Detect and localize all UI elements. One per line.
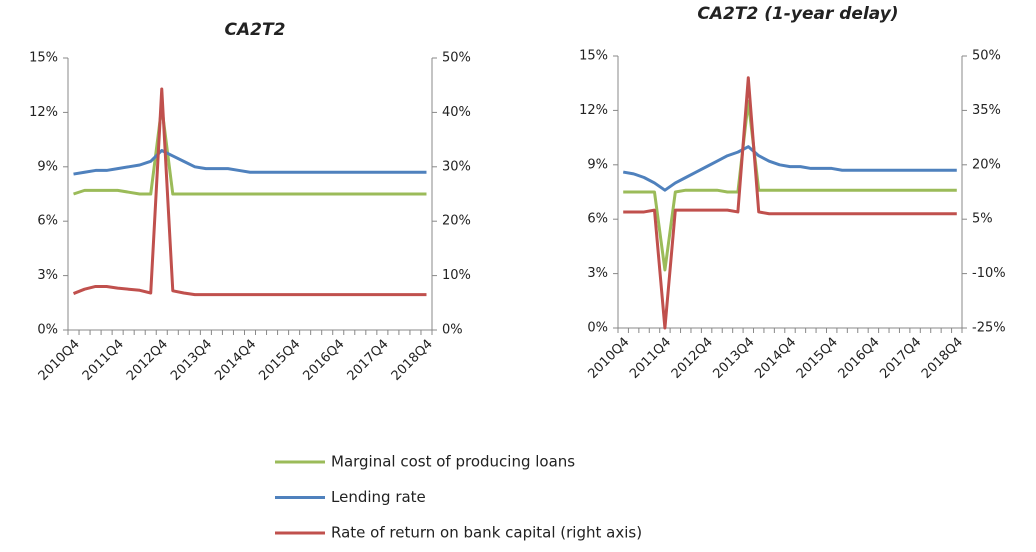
y2-tick-label: 20% xyxy=(442,214,471,229)
y-tick-label: 9% xyxy=(587,157,608,172)
series-line xyxy=(72,87,427,297)
y-tick-label: 3% xyxy=(587,266,608,281)
y2-tick-label: 10% xyxy=(442,268,471,283)
x-tick-label: 2014Q4 xyxy=(752,335,799,382)
y2-tick-label: 50% xyxy=(972,49,1001,64)
y2-tick-label: 0% xyxy=(442,323,463,338)
x-tick-label: 2010Q4 xyxy=(36,337,83,384)
y2-tick-label: -25% xyxy=(972,321,1006,336)
y-tick-label: 0% xyxy=(587,321,608,336)
series-line xyxy=(73,105,427,196)
x-tick-label: 2017Q4 xyxy=(877,335,924,382)
y-tick-label: 6% xyxy=(37,214,58,229)
x-tick-label: 2013Q4 xyxy=(168,337,215,384)
y-tick-label: 12% xyxy=(579,103,608,118)
y-tick-label: 6% xyxy=(587,212,608,227)
x-tick-label: 2011Q4 xyxy=(80,337,127,384)
chart-title: CA2T2 xyxy=(225,20,286,40)
y2-tick-label: 35% xyxy=(972,103,1001,118)
y-tick-label: 15% xyxy=(579,49,608,64)
x-tick-label: 2012Q4 xyxy=(669,335,716,382)
x-tick-label: 2018Q4 xyxy=(389,337,436,384)
x-tick-label: 2016Q4 xyxy=(300,337,347,384)
x-tick-label: 2014Q4 xyxy=(212,337,259,384)
y2-tick-label: 40% xyxy=(442,105,471,120)
series-line xyxy=(622,145,957,192)
y2-tick-label: 20% xyxy=(972,157,1001,172)
series-line xyxy=(623,99,957,272)
x-tick-label: 2011Q4 xyxy=(627,335,674,382)
y-tick-label: 15% xyxy=(29,51,58,66)
y2-tick-label: -10% xyxy=(972,266,1006,281)
y-tick-label: 3% xyxy=(37,268,58,283)
series-line xyxy=(73,148,427,176)
legend-label: Lending rate xyxy=(331,488,426,506)
x-tick-label: 2015Q4 xyxy=(256,337,303,384)
x-tick-label: 2010Q4 xyxy=(585,335,632,382)
legend-label: Rate of return on bank capital (right ax… xyxy=(331,524,642,542)
y2-tick-label: 30% xyxy=(442,159,471,174)
series-line xyxy=(623,76,957,330)
y2-tick-label: 50% xyxy=(442,51,471,66)
x-tick-label: 2018Q4 xyxy=(919,335,966,382)
y-tick-label: 9% xyxy=(37,159,58,174)
x-tick-label: 2016Q4 xyxy=(836,335,883,382)
x-tick-label: 2012Q4 xyxy=(124,337,171,384)
x-tick-label: 2017Q4 xyxy=(345,337,392,384)
x-tick-label: 2013Q4 xyxy=(711,335,758,382)
y-tick-label: 12% xyxy=(29,105,58,120)
y2-tick-label: 5% xyxy=(972,212,993,227)
y-tick-label: 0% xyxy=(37,323,58,338)
legend-label: Marginal cost of producing loans xyxy=(331,453,575,471)
x-tick-label: 2015Q4 xyxy=(794,335,841,382)
chart-title: CA2T2 (1-year delay) xyxy=(697,4,898,24)
